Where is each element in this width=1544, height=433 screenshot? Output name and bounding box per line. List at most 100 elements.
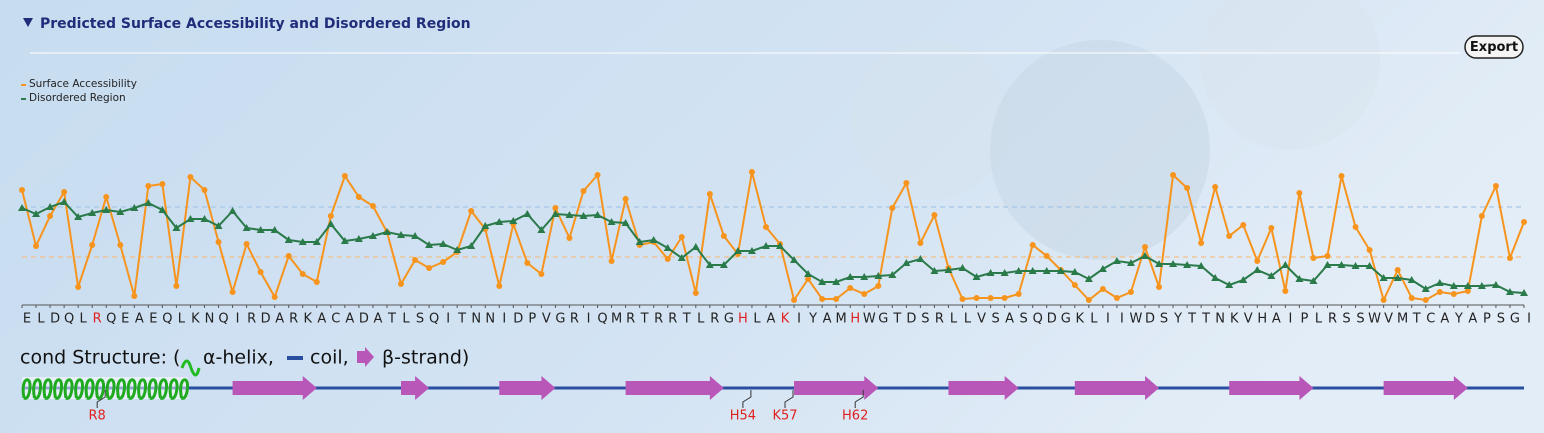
strand <box>499 376 556 400</box>
point <box>1099 286 1106 292</box>
collapse-icon[interactable] <box>23 18 33 27</box>
point <box>89 242 96 248</box>
point <box>1071 282 1078 288</box>
decor <box>850 40 1010 200</box>
residue-label: L <box>80 312 88 327</box>
residue-label: Y <box>1173 312 1182 327</box>
point <box>747 247 756 254</box>
point <box>874 272 883 279</box>
point <box>1029 242 1036 248</box>
point <box>594 172 601 178</box>
export-button-bg[interactable] <box>1464 35 1524 59</box>
residue-label: R <box>289 312 298 327</box>
point <box>1379 274 1388 281</box>
point <box>1323 261 1332 268</box>
decor <box>990 40 1210 260</box>
point <box>1506 255 1513 261</box>
residue-label: A <box>823 312 832 327</box>
point <box>678 234 685 240</box>
point <box>1337 261 1346 268</box>
point <box>833 296 840 302</box>
point <box>75 284 82 290</box>
strand <box>794 376 879 400</box>
residue-label: N <box>205 312 215 327</box>
legend-label: Surface Accessibility <box>29 78 137 90</box>
point <box>1464 288 1471 294</box>
residue-label: G <box>878 312 888 327</box>
point <box>242 224 251 231</box>
annotation-label: H54 <box>730 409 756 424</box>
residue-label: L <box>1090 312 1098 327</box>
annotation-label: R8 <box>89 409 106 424</box>
point <box>341 173 348 179</box>
point <box>60 198 69 205</box>
residue-label: Q <box>429 312 439 327</box>
point <box>805 276 812 282</box>
point <box>930 267 939 274</box>
point <box>818 278 827 285</box>
point <box>270 226 279 233</box>
point <box>902 259 911 266</box>
point <box>1492 183 1499 189</box>
residue-label: C <box>1426 312 1435 327</box>
residue-label: L <box>950 312 958 327</box>
residue-label: L <box>178 312 186 327</box>
residue-label: R <box>570 312 579 327</box>
residue-label: S <box>1356 312 1364 327</box>
point <box>538 271 545 277</box>
export-button[interactable]: Export <box>1464 35 1524 59</box>
export-label[interactable]: Export <box>1470 40 1518 55</box>
point <box>144 199 153 206</box>
residue-label: T <box>1187 312 1196 327</box>
point <box>1393 274 1402 281</box>
point <box>228 207 237 214</box>
point <box>201 187 208 193</box>
residue-label: V <box>542 312 551 327</box>
point <box>340 237 349 244</box>
point <box>271 294 278 300</box>
point <box>173 283 180 289</box>
point <box>1254 258 1261 264</box>
point <box>762 224 769 230</box>
point <box>1043 253 1050 259</box>
point <box>593 211 602 218</box>
point <box>412 257 419 263</box>
point <box>790 256 799 263</box>
point <box>368 232 377 239</box>
point <box>1450 291 1457 297</box>
point <box>74 213 83 220</box>
point <box>117 242 124 248</box>
point <box>102 206 111 213</box>
annotation-label: H62 <box>842 409 868 424</box>
residue-label: N <box>471 312 481 327</box>
residue-label: S <box>1020 312 1028 327</box>
point <box>256 226 265 233</box>
point <box>1112 257 1121 264</box>
point <box>916 255 925 262</box>
point <box>159 181 166 187</box>
point <box>705 261 714 268</box>
decor <box>1200 0 1380 150</box>
residue-label: K <box>1230 312 1239 327</box>
point <box>1169 260 1178 267</box>
point <box>608 258 615 264</box>
point <box>88 209 97 216</box>
point <box>1449 282 1458 289</box>
point <box>1000 269 1009 276</box>
point <box>1267 272 1276 279</box>
strand <box>401 376 430 400</box>
point <box>551 210 560 217</box>
point <box>411 232 420 239</box>
point <box>860 273 869 280</box>
point <box>537 226 546 233</box>
point <box>453 246 462 253</box>
point <box>1281 261 1290 268</box>
point <box>1126 259 1135 266</box>
point <box>1352 224 1359 230</box>
residue-label: L <box>402 312 410 327</box>
point <box>944 266 953 273</box>
point <box>425 241 434 248</box>
residue-label: E <box>121 312 129 327</box>
point <box>327 213 334 219</box>
point <box>1212 184 1219 190</box>
